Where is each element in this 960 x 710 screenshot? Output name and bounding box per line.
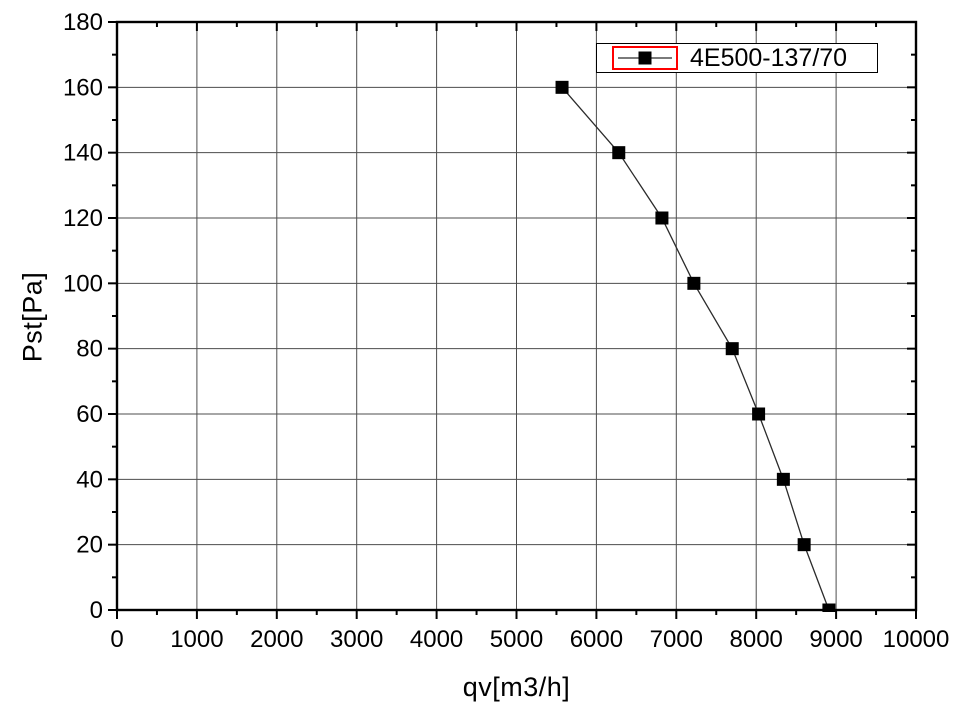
data-series [555, 80, 836, 612]
x-tick-label: 2000 [250, 626, 303, 653]
y-tick-label: 100 [63, 270, 103, 297]
y-tick-label: 160 [63, 74, 103, 101]
data-point-marker [822, 603, 836, 612]
legend-highlight-box [612, 46, 678, 70]
legend: 4E500-137/70 [596, 43, 878, 73]
x-tick-label: 6000 [570, 626, 623, 653]
x-tick-label: 10000 [883, 626, 950, 653]
x-tick-label: 3000 [330, 626, 383, 653]
x-tick-label: 7000 [650, 626, 703, 653]
x-tick-label: 0 [110, 626, 123, 653]
x-tick-label: 9000 [809, 626, 862, 653]
y-tick-label: 140 [63, 140, 103, 167]
y-tick-label: 0 [90, 597, 103, 624]
legend-marker-sample [618, 51, 672, 65]
y-tick-label: 40 [76, 466, 103, 493]
y-tick-label: 80 [76, 336, 103, 363]
x-tick-label: 5000 [490, 626, 543, 653]
data-point-marker [752, 407, 766, 421]
y-tick-label: 180 [63, 9, 103, 36]
data-point-marker [612, 146, 626, 160]
data-point-marker [725, 342, 739, 356]
data-point-marker [555, 80, 569, 94]
x-axis-title: qv[m3/h] [462, 672, 571, 702]
data-point-marker [687, 276, 701, 290]
y-axis-title: Pst[Pa] [17, 271, 48, 363]
x-tick-label: 8000 [730, 626, 783, 653]
data-point-marker [655, 211, 669, 225]
y-tick-label: 120 [63, 205, 103, 232]
x-tick-label: 1000 [170, 626, 223, 653]
y-tick-label: 20 [76, 532, 103, 559]
legend-entry-label: 4E500-137/70 [690, 43, 848, 72]
data-point-marker [797, 538, 811, 552]
legend-square-marker [638, 51, 652, 65]
data-point-marker [776, 472, 790, 486]
y-tick-label: 60 [76, 401, 103, 428]
x-tick-label: 4000 [410, 626, 463, 653]
